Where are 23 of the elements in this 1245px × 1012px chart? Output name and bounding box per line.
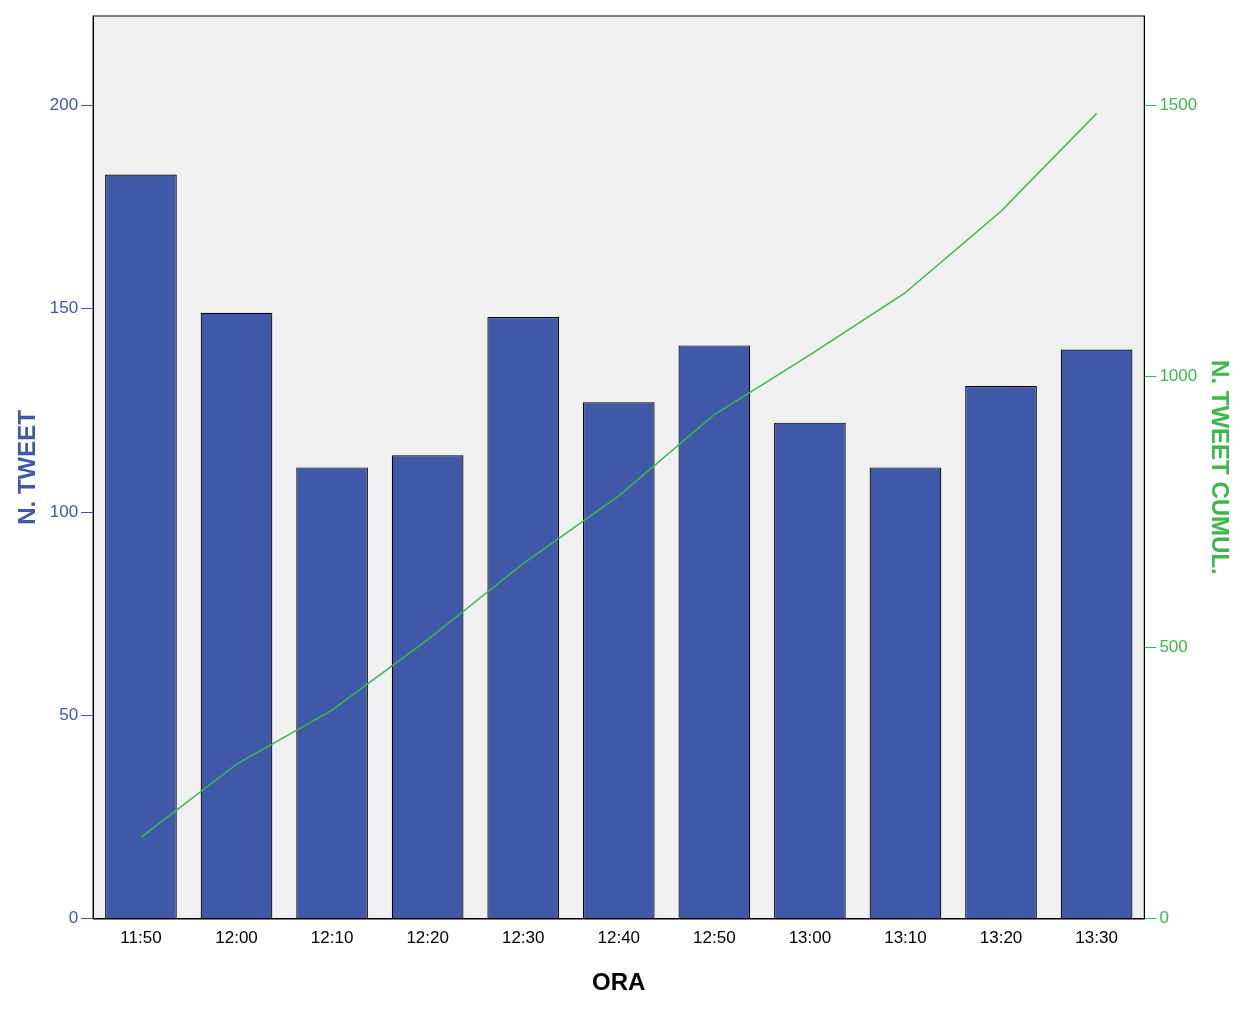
y-tick-label: 150 <box>49 298 79 318</box>
y2-axis-title: N. TWEET CUMUL. <box>1206 360 1234 575</box>
y2-tick-label: 0 <box>1159 908 1169 928</box>
x-tick-label: 12:30 <box>501 927 545 947</box>
y2-tick-label: 1000 <box>1159 366 1198 386</box>
x-tick-label: 13:10 <box>884 927 927 947</box>
y-tick-label: 200 <box>49 95 79 115</box>
x-tick-label: 13:30 <box>1075 927 1118 947</box>
y-tick-label: 50 <box>59 705 79 725</box>
x-tick-label: 11:50 <box>120 927 162 947</box>
y2-tick-label: 1500 <box>1159 95 1198 115</box>
x-tick-label: 13:00 <box>788 927 832 947</box>
x-tick-label: 13:20 <box>979 927 1023 947</box>
y-tick-label: 0 <box>68 908 79 928</box>
y2-tick-label: 500 <box>1159 637 1188 657</box>
x-tick-label: 12:00 <box>215 927 258 947</box>
x-axis-title: ORA <box>592 968 646 996</box>
y-axis-title: N. TWEET <box>13 409 41 525</box>
y-tick-label: 100 <box>49 501 79 521</box>
x-tick-label: 12:50 <box>693 927 736 947</box>
x-tick-label: 12:20 <box>406 927 449 947</box>
x-tick-label: 12:40 <box>597 927 641 947</box>
x-tick-label: 12:10 <box>310 927 354 947</box>
